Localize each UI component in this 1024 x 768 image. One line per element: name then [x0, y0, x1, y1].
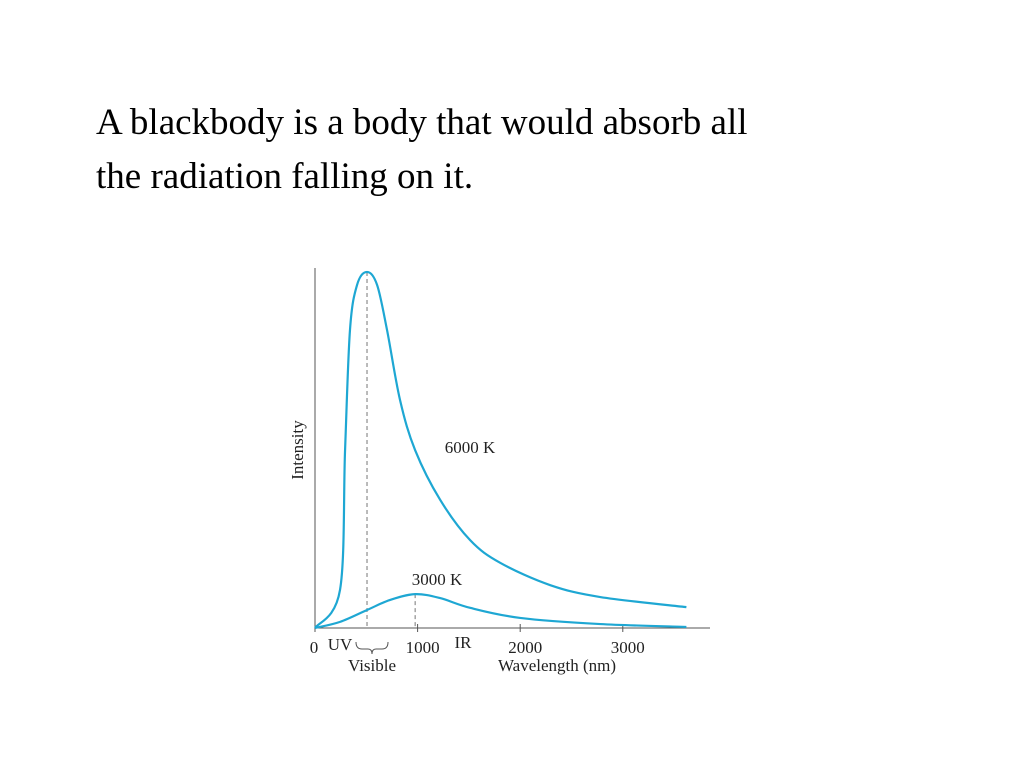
- slide-text: the radiation falling on it.: [96, 156, 473, 197]
- series-line: [314, 270, 687, 629]
- annotation: IR: [455, 633, 473, 652]
- x-tick-label: 3000: [611, 638, 645, 657]
- series-label: 3000 K: [412, 570, 463, 589]
- x-axis-label: Wavelength (nm): [498, 656, 616, 675]
- x-tick-label: 2000: [508, 638, 542, 657]
- x-tick-label: 0: [310, 638, 319, 657]
- series-line: [314, 593, 687, 630]
- annotation: UV: [328, 635, 353, 654]
- y-axis-label: Intensity: [288, 420, 307, 480]
- visible-brace: [355, 641, 389, 655]
- x-tick-label: 1000: [406, 638, 440, 657]
- series-label: 6000 K: [445, 438, 496, 457]
- annotation: Visible: [348, 656, 396, 675]
- slide-text: A blackbody is a body that would absorb …: [96, 102, 748, 143]
